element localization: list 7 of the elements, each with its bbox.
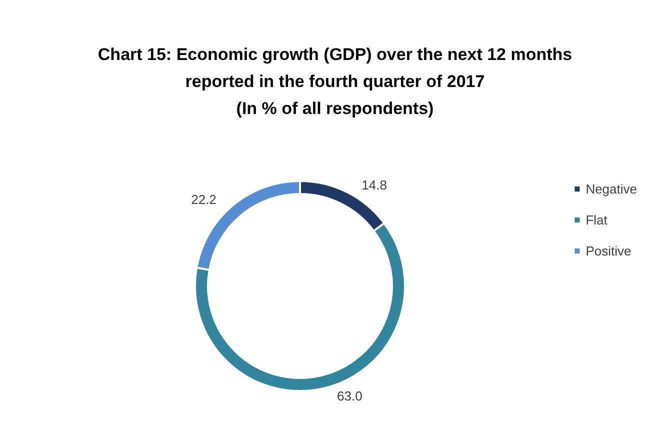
data-label: 63.0 [337,388,362,404]
data-label: 14.8 [362,177,387,192]
legend-label: Flat [586,212,608,228]
chart-title: Chart 15: Economic growth (GDP) over the next 12 months reported in the fourth quarter of 2017 (In % of all respondents) [98,45,572,118]
legend-label: Negative [586,182,638,196]
data-label: 22.2 [191,192,216,207]
legend-label: Positive [586,244,632,258]
